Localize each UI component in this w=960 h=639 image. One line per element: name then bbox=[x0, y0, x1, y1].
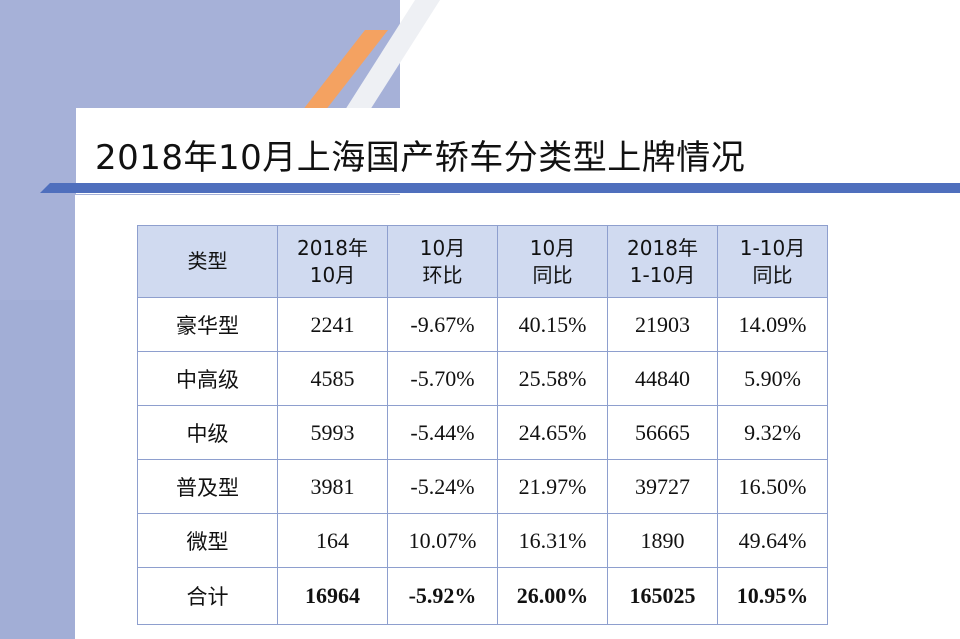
cell-oct-yoy: 40.15% bbox=[497, 297, 608, 352]
header-oct-2018: 2018年 10月 bbox=[277, 225, 388, 298]
title-underline bbox=[40, 183, 960, 193]
cell-type: 豪华型 bbox=[137, 297, 278, 352]
cell-type: 微型 bbox=[137, 513, 278, 568]
cell-ytd-2018: 21903 bbox=[607, 297, 718, 352]
cell-ytd-yoy: 14.09% bbox=[717, 297, 828, 352]
cell-oct-mom: -5.70% bbox=[387, 351, 498, 406]
title-card bbox=[76, 108, 960, 194]
cell-type: 合计 bbox=[137, 567, 278, 625]
cell-ytd-yoy: 5.90% bbox=[717, 351, 828, 406]
cell-oct-2018: 164 bbox=[277, 513, 388, 568]
cell-ytd-yoy: 9.32% bbox=[717, 405, 828, 460]
background-panel-lower bbox=[0, 300, 75, 639]
table-row: 微型 164 10.07% 16.31% 1890 49.64% bbox=[137, 513, 828, 568]
cell-oct-mom: -9.67% bbox=[387, 297, 498, 352]
cell-oct-yoy: 26.00% bbox=[497, 567, 608, 625]
cell-ytd-2018: 39727 bbox=[607, 459, 718, 514]
cell-oct-yoy: 24.65% bbox=[497, 405, 608, 460]
cell-oct-yoy: 16.31% bbox=[497, 513, 608, 568]
cell-ytd-yoy: 49.64% bbox=[717, 513, 828, 568]
cell-type: 中高级 bbox=[137, 351, 278, 406]
table-header-row: 类型 2018年 10月 10月 环比 10月 同比 2018年 1-10月 1-10月… bbox=[137, 225, 828, 298]
cell-oct-2018: 5993 bbox=[277, 405, 388, 460]
cell-ytd-2018: 1890 bbox=[607, 513, 718, 568]
header-ytd-yoy: 1-10月 同比 bbox=[717, 225, 828, 298]
cell-oct-mom: -5.24% bbox=[387, 459, 498, 514]
table-row: 中级 5993 -5.44% 24.65% 56665 9.32% bbox=[137, 405, 828, 460]
page-title: 2018年10月上海国产轿车分类型上牌情况 bbox=[95, 138, 746, 178]
table-row: 中高级 4585 -5.70% 25.58% 44840 5.90% bbox=[137, 351, 828, 406]
header-ytd-2018: 2018年 1-10月 bbox=[607, 225, 718, 298]
table-total-row: 合计 16964 -5.92% 26.00% 165025 10.95% bbox=[137, 567, 828, 625]
cell-ytd-2018: 44840 bbox=[607, 351, 718, 406]
header-oct-mom: 10月 环比 bbox=[387, 225, 498, 298]
cell-ytd-yoy: 10.95% bbox=[717, 567, 828, 625]
cell-ytd-2018: 165025 bbox=[607, 567, 718, 625]
header-type: 类型 bbox=[137, 225, 278, 298]
cell-oct-2018: 3981 bbox=[277, 459, 388, 514]
table-row: 豪华型 2241 -9.67% 40.15% 21903 14.09% bbox=[137, 297, 828, 352]
cell-oct-mom: -5.92% bbox=[387, 567, 498, 625]
registration-table: 类型 2018年 10月 10月 环比 10月 同比 2018年 1-10月 1-10月… bbox=[137, 225, 828, 625]
cell-oct-2018: 16964 bbox=[277, 567, 388, 625]
cell-type: 普及型 bbox=[137, 459, 278, 514]
cell-oct-2018: 2241 bbox=[277, 297, 388, 352]
cell-ytd-yoy: 16.50% bbox=[717, 459, 828, 514]
cell-ytd-2018: 56665 bbox=[607, 405, 718, 460]
table-row: 普及型 3981 -5.24% 21.97% 39727 16.50% bbox=[137, 459, 828, 514]
cell-oct-mom: 10.07% bbox=[387, 513, 498, 568]
cell-oct-yoy: 21.97% bbox=[497, 459, 608, 514]
cell-oct-mom: -5.44% bbox=[387, 405, 498, 460]
cell-oct-2018: 4585 bbox=[277, 351, 388, 406]
cell-type: 中级 bbox=[137, 405, 278, 460]
header-oct-yoy: 10月 同比 bbox=[497, 225, 608, 298]
cell-oct-yoy: 25.58% bbox=[497, 351, 608, 406]
